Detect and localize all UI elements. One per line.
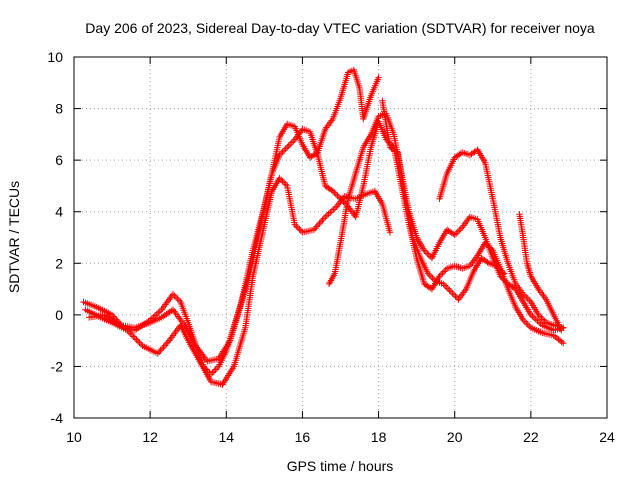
x-tick-label: 10 bbox=[66, 429, 82, 445]
chart-title: Day 206 of 2023, Sidereal Day-to-day VTE… bbox=[85, 20, 595, 36]
y-tick-label: -4 bbox=[51, 410, 64, 426]
series-track-5 bbox=[379, 97, 508, 303]
x-tick-label: 22 bbox=[523, 429, 539, 445]
x-axis-title: GPS time / hours bbox=[287, 458, 394, 474]
series-track-7 bbox=[516, 211, 565, 334]
series-track-6 bbox=[436, 146, 567, 331]
data-marks bbox=[80, 66, 567, 388]
x-tick-label: 16 bbox=[295, 429, 311, 445]
y-tick-label: 2 bbox=[55, 255, 63, 271]
x-tick-label: 12 bbox=[142, 429, 158, 445]
series-marker-path bbox=[516, 211, 565, 334]
y-tick-label: 0 bbox=[55, 307, 63, 323]
series-marker-path bbox=[436, 146, 567, 331]
axis-ticks bbox=[73, 56, 608, 419]
y-axis-title: SDTVAR / TECUs bbox=[6, 181, 22, 293]
x-tick-label: 24 bbox=[599, 429, 615, 445]
y-tick-label: 4 bbox=[55, 204, 63, 220]
x-tick-label: 14 bbox=[218, 429, 234, 445]
series-marker-path bbox=[82, 175, 394, 388]
y-tick-labels: -4 -2 0 2 4 6 8 10 bbox=[47, 49, 63, 426]
y-tick-label: 6 bbox=[55, 152, 63, 168]
x-tick-labels: 10 12 14 16 18 20 22 24 bbox=[66, 429, 615, 445]
y-tick-label: 8 bbox=[55, 101, 63, 117]
y-tick-label: 10 bbox=[47, 49, 63, 65]
y-tick-label: -2 bbox=[51, 358, 64, 374]
plot-frame bbox=[73, 56, 608, 419]
x-tick-label: 20 bbox=[447, 429, 463, 445]
series-marker-path bbox=[379, 97, 508, 303]
series-track-2 bbox=[82, 175, 394, 388]
x-tick-label: 18 bbox=[371, 429, 387, 445]
